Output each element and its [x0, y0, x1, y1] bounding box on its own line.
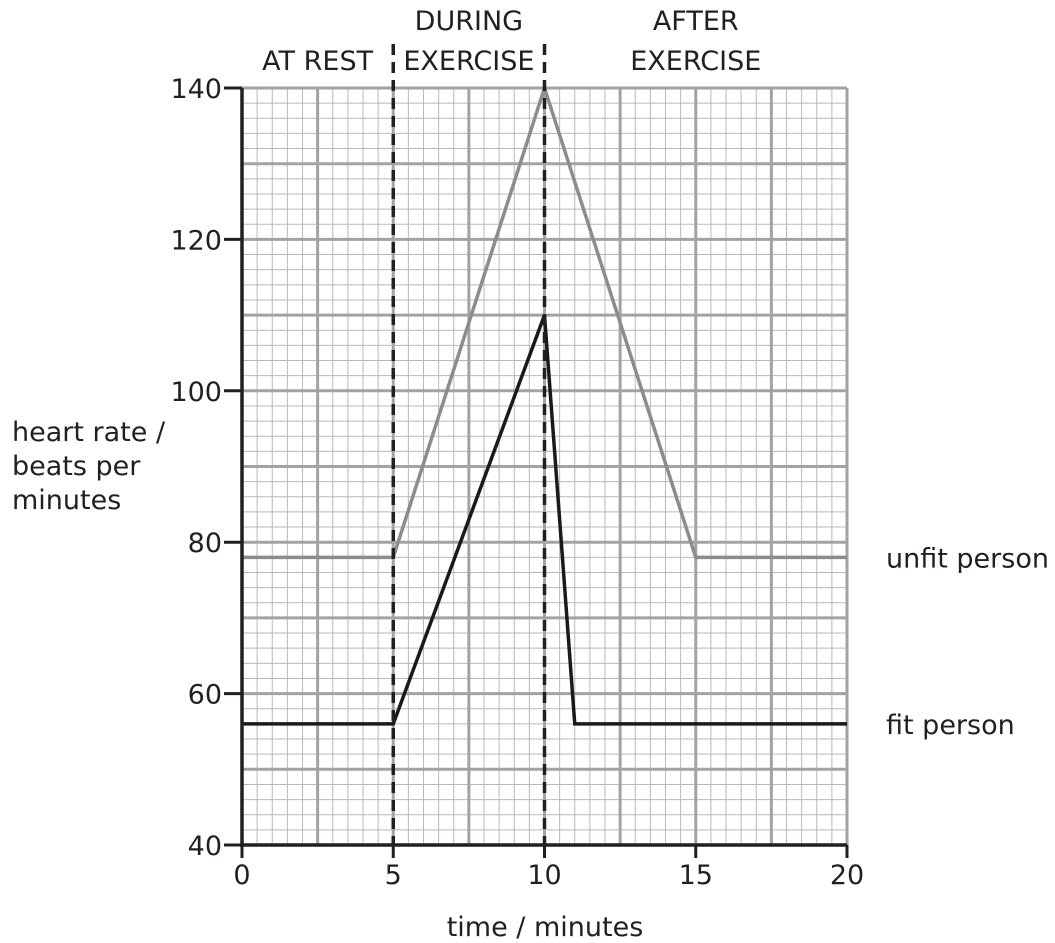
y-tick-label: 40: [188, 831, 222, 862]
y-tick-label: 60: [188, 680, 222, 711]
y-tick-label: 140: [170, 74, 222, 105]
phase-boundaries: [391, 44, 547, 845]
y-tick-label: 100: [170, 377, 222, 408]
y-axis-label-line-3: minutes: [12, 485, 121, 516]
x-axis-label: time / minutes: [447, 912, 644, 943]
fit-person-label: fit person: [886, 710, 1015, 741]
x-tick-label: 10: [527, 860, 561, 891]
y-axis-label: heart rate / beats per minutes: [12, 417, 174, 516]
x-tick-label: 0: [233, 860, 250, 891]
phase-label: AFTER: [653, 6, 739, 37]
y-axis-label-line-2: beats per: [12, 451, 141, 482]
y-tick-label: 120: [170, 225, 222, 256]
phase-labels: AT REST DURING EXERCISE AFTER EXERCISE: [262, 6, 761, 77]
unfit-person-label: unfit person: [886, 543, 1049, 574]
phase-label: EXERCISE: [630, 46, 761, 77]
x-tick-label: 5: [385, 860, 402, 891]
x-tick-label: 20: [830, 860, 864, 891]
tick-labels: 40 60 80 100 120 140 0 5 10 15 20: [170, 74, 864, 891]
y-tick-label: 80: [188, 528, 222, 559]
phase-label: DURING: [415, 6, 523, 37]
x-tick-label: 15: [679, 860, 713, 891]
y-axis-label-line-1: heart rate /: [12, 417, 166, 448]
phase-label: EXERCISE: [403, 46, 534, 77]
series-labels: unfit person fit person: [886, 543, 1049, 741]
phase-label: AT REST: [262, 46, 373, 77]
